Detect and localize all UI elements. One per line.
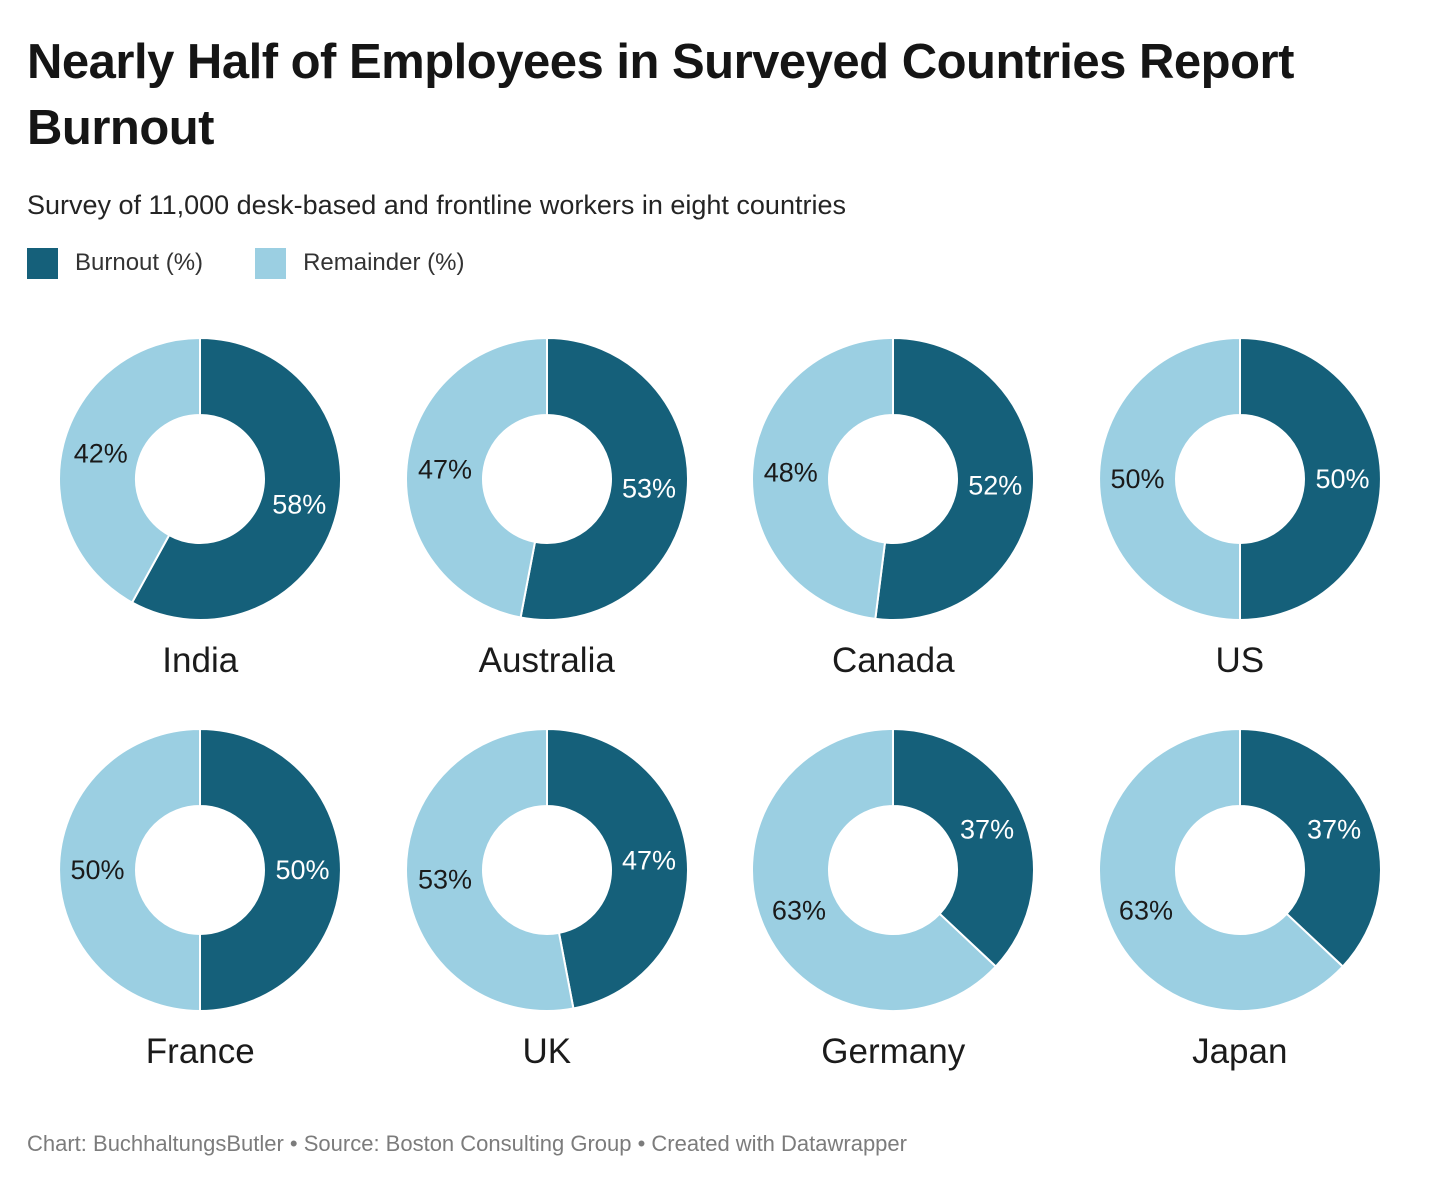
slice-remainder [751,728,998,1012]
value-label-remainder: 42% [74,438,128,468]
legend-swatch-burnout [27,247,58,279]
value-label-burnout: 52% [969,470,1023,500]
donut-uk: 47% 53% UK [374,726,721,1075]
slice-remainder [1097,728,1344,1012]
donut-svg-canada: 52% 48% [751,336,1036,621]
legend: Burnout (%) Remainder (%) [27,247,1413,279]
slice-remainder [404,336,548,619]
slice-burnout [545,728,689,1010]
donut-us: 50% 50% US [1067,335,1414,684]
value-label-burnout: 37% [960,814,1014,844]
donut-france: 50% 50% France [27,726,374,1075]
slice-remainder [58,728,202,1012]
country-label-canada: Canada [831,640,955,680]
country-label-australia: Australia [478,640,615,680]
slice-remainder [1097,336,1241,621]
legend-item-remainder: Remainder (%) [255,247,465,279]
slice-burnout [892,728,1036,968]
value-label-burnout: 50% [276,855,330,885]
value-label-burnout: 37% [1307,814,1361,844]
donut-canada: 52% 48% Canada [720,335,1067,684]
value-label-remainder: 48% [764,457,818,487]
slice-remainder [58,336,202,604]
value-label-burnout: 53% [622,473,676,503]
value-label-remainder: 63% [772,896,826,926]
donut-japan: 37% 63% Japan [1067,726,1414,1075]
slice-burnout [1238,336,1382,621]
country-label-japan: Japan [1192,1032,1288,1071]
slice-burnout [131,336,343,621]
legend-label-burnout: Burnout (%) [75,249,204,277]
donut-grid: 58% 42% India 53% 47% Australia 52% 48% Canada 50… [27,335,1413,1076]
chart-title: Nearly Half of Employees in Surveyed Cou… [27,35,1294,155]
value-label-burnout: 47% [622,845,676,875]
slice-burnout [1238,728,1382,968]
country-label-uk: UK [522,1032,572,1071]
value-label-remainder: 63% [1119,896,1173,926]
value-label-burnout: 58% [273,489,327,519]
donut-australia: 53% 47% Australia [374,335,721,684]
slice-burnout [519,336,689,621]
slice-burnout [874,336,1036,621]
country-label-us: US [1215,640,1265,680]
value-label-remainder: 50% [71,855,125,885]
donut-germany: 37% 63% Germany [720,726,1067,1075]
chart-subtitle: Survey of 11,000 desk-based and frontlin… [27,190,846,221]
country-label-france: France [145,1032,255,1071]
donut-india: 58% 42% India [27,335,374,684]
slice-burnout [199,728,343,1012]
value-label-remainder: 53% [418,865,472,895]
donut-svg-uk: 47% 53% [404,728,689,1012]
value-label-remainder: 47% [418,454,472,484]
donut-svg-us: 50% 50% [1097,336,1382,621]
donut-svg-france: 50% 50% [58,728,343,1012]
legend-item-burnout: Burnout (%) [27,247,204,279]
slice-remainder [404,728,575,1012]
country-label-germany: Germany [821,1032,966,1071]
donut-svg-australia: 53% 47% [404,336,689,621]
value-label-remainder: 50% [1110,464,1164,494]
donut-svg-germany: 37% 63% [751,728,1036,1012]
legend-label-remainder: Remainder (%) [303,249,465,277]
footer-attribution: Chart: BuchhaltungsButler • Source: Bost… [27,1131,907,1157]
country-label-india: India [162,640,239,680]
donut-svg-japan: 37% 63% [1097,728,1382,1012]
donut-svg-india: 58% 42% [58,336,343,621]
legend-swatch-remainder [255,247,287,279]
slice-remainder [751,336,895,620]
value-label-burnout: 50% [1315,464,1369,494]
